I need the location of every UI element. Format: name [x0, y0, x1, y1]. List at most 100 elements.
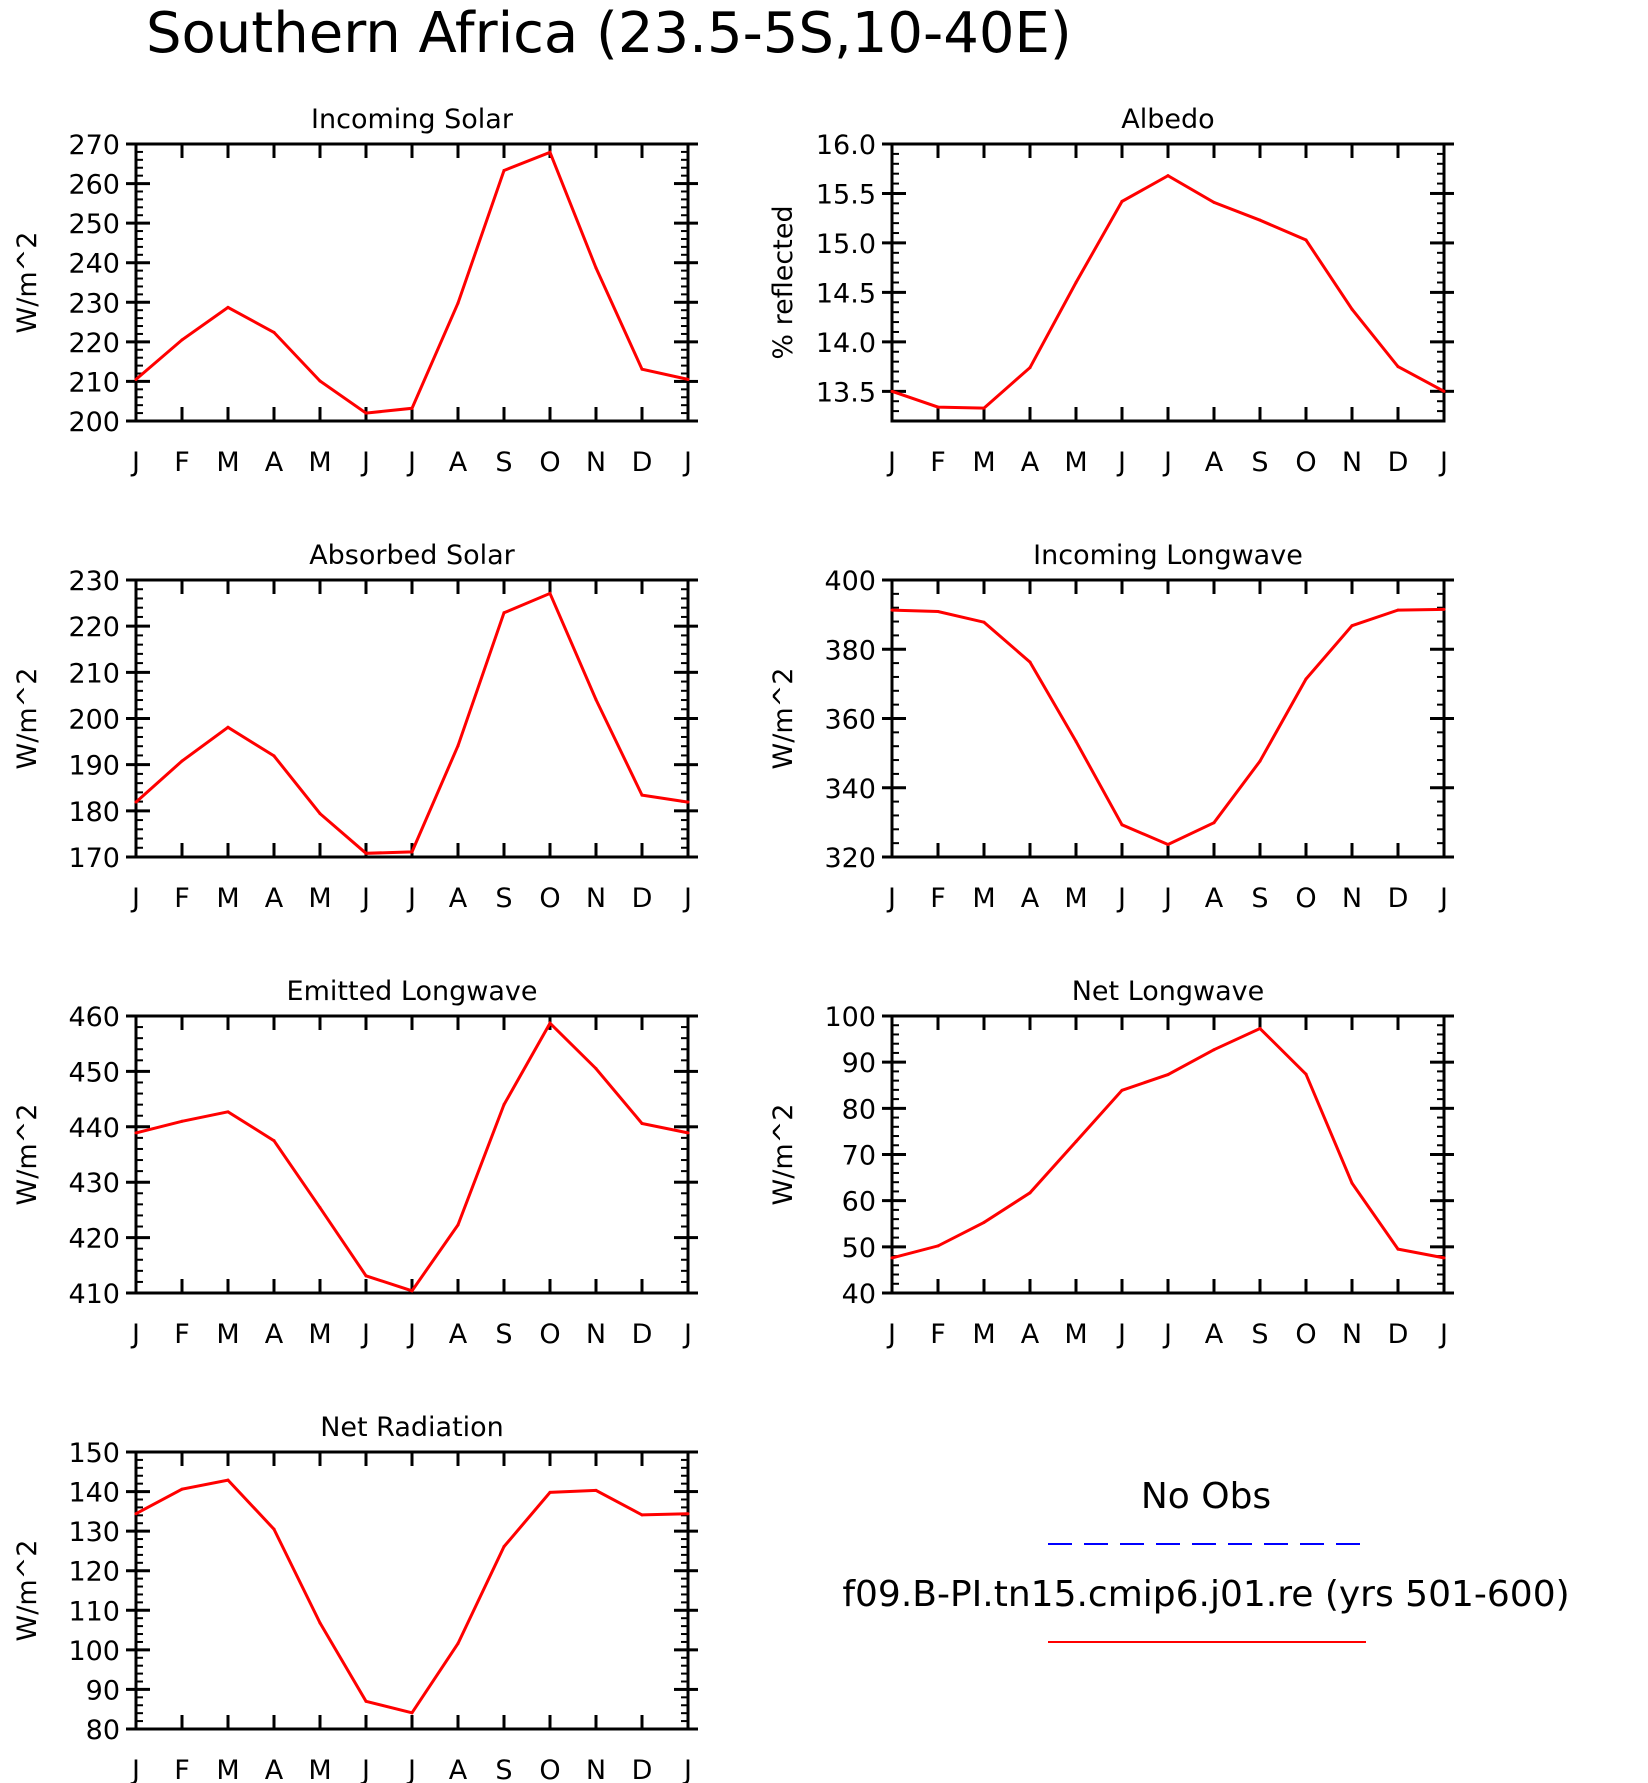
- x-tick-label: J: [1438, 883, 1448, 914]
- y-tick-label: 220: [68, 612, 120, 643]
- x-tick-label: N: [586, 447, 606, 478]
- y-tick-label: 170: [68, 843, 120, 874]
- x-tick-label: J: [682, 1319, 692, 1350]
- panel-title: Albedo: [1121, 104, 1214, 135]
- x-tick-label: J: [886, 1319, 896, 1350]
- x-tick-label: A: [265, 447, 284, 478]
- y-axis-label: % reflected: [768, 205, 799, 359]
- y-tick-label: 240: [68, 249, 120, 280]
- x-tick-label: N: [1342, 1319, 1362, 1350]
- data-point: [502, 1545, 506, 1549]
- data-point: [640, 1121, 644, 1125]
- y-tick-label: 450: [68, 1057, 120, 1088]
- legend-obs-label: No Obs: [1141, 1476, 1271, 1517]
- data-point: [1258, 759, 1262, 763]
- data-point: [318, 1206, 322, 1210]
- x-tick-label: S: [495, 1319, 512, 1350]
- y-tick-label: 100: [824, 1002, 876, 1033]
- x-tick-label: S: [495, 883, 512, 914]
- x-tick-label: O: [1295, 883, 1316, 914]
- x-tick-label: A: [1021, 1319, 1040, 1350]
- x-tick-label: O: [539, 447, 560, 478]
- data-point: [936, 610, 940, 614]
- y-tick-label: 40: [842, 1279, 876, 1310]
- x-tick-label: M: [1064, 1319, 1087, 1350]
- x-tick-label: J: [1162, 447, 1172, 478]
- series-line: [135, 591, 689, 855]
- x-tick-label: J: [130, 447, 140, 478]
- data-point: [410, 1289, 414, 1293]
- data-point: [548, 591, 552, 595]
- x-tick-label: F: [930, 1319, 946, 1350]
- data-point: [548, 150, 552, 154]
- x-tick-label: D: [1388, 447, 1409, 478]
- y-axis-label: W/m^2: [12, 1540, 43, 1642]
- x-tick-label: M: [972, 883, 995, 914]
- data-point: [1442, 607, 1446, 611]
- x-tick-label: J: [1116, 883, 1126, 914]
- y-tick-label: 360: [824, 705, 876, 736]
- data-point: [272, 1527, 276, 1531]
- data-point: [1396, 365, 1400, 369]
- data-point: [1442, 389, 1446, 393]
- x-tick-label: J: [406, 1319, 416, 1350]
- panel-title: Incoming Longwave: [1033, 540, 1303, 571]
- figure-title: Southern Africa (23.5-5S,10-40E): [146, 1, 1072, 66]
- data-point: [364, 851, 368, 855]
- x-tick-label: S: [495, 1755, 512, 1783]
- data-point: [180, 1119, 184, 1123]
- panel-title: Absorbed Solar: [309, 540, 515, 571]
- x-tick-label: D: [632, 447, 653, 478]
- y-tick-label: 130: [68, 1517, 120, 1548]
- data-point: [272, 754, 276, 758]
- data-point: [936, 1244, 940, 1248]
- x-tick-label: N: [586, 1755, 606, 1783]
- series-line: [135, 1478, 689, 1715]
- x-tick-label: F: [174, 883, 190, 914]
- data-point: [1350, 307, 1354, 311]
- y-tick-label: 200: [68, 407, 120, 438]
- x-tick-label: J: [360, 1319, 370, 1350]
- data-point: [134, 1512, 138, 1516]
- y-tick-label: 150: [68, 1438, 120, 1469]
- data-point: [1166, 1073, 1170, 1077]
- x-tick-label: D: [632, 1755, 653, 1783]
- y-axis-label: W/m^2: [12, 232, 43, 334]
- y-tick-label: 230: [68, 566, 120, 597]
- x-tick-label: J: [360, 447, 370, 478]
- data-point: [640, 367, 644, 371]
- x-tick-label: M: [308, 1755, 331, 1783]
- y-axis-label: W/m^2: [12, 1104, 43, 1206]
- y-tick-label: 15.0: [816, 229, 876, 260]
- x-tick-label: A: [1205, 1319, 1224, 1350]
- x-tick-label: J: [886, 447, 896, 478]
- x-tick-label: S: [495, 447, 512, 478]
- x-tick-label: F: [930, 447, 946, 478]
- data-point: [686, 1131, 690, 1135]
- x-tick-label: F: [930, 883, 946, 914]
- y-tick-label: 60: [842, 1187, 876, 1218]
- series-line: [891, 1026, 1445, 1260]
- y-tick-label: 140: [68, 1478, 120, 1509]
- series-line: [135, 150, 689, 415]
- legend-model-label: f09.B-PI.tn15.cmip6.j01.re (yrs 501-600): [842, 1574, 1569, 1615]
- x-tick-label: M: [216, 447, 239, 478]
- x-tick-label: M: [308, 1319, 331, 1350]
- data-point: [410, 850, 414, 854]
- y-tick-label: 15.5: [816, 179, 876, 210]
- data-point: [318, 1621, 322, 1625]
- data-point: [410, 406, 414, 410]
- x-tick-label: D: [1388, 1319, 1409, 1350]
- x-tick-label: M: [216, 883, 239, 914]
- y-tick-label: 410: [68, 1279, 120, 1310]
- x-tick-label: S: [1251, 447, 1268, 478]
- data-point: [456, 744, 460, 748]
- x-tick-label: N: [1342, 447, 1362, 478]
- data-point: [982, 1220, 986, 1224]
- x-tick-label: N: [1342, 883, 1362, 914]
- x-tick-label: N: [586, 1319, 606, 1350]
- y-tick-label: 210: [68, 658, 120, 689]
- data-point: [890, 608, 894, 612]
